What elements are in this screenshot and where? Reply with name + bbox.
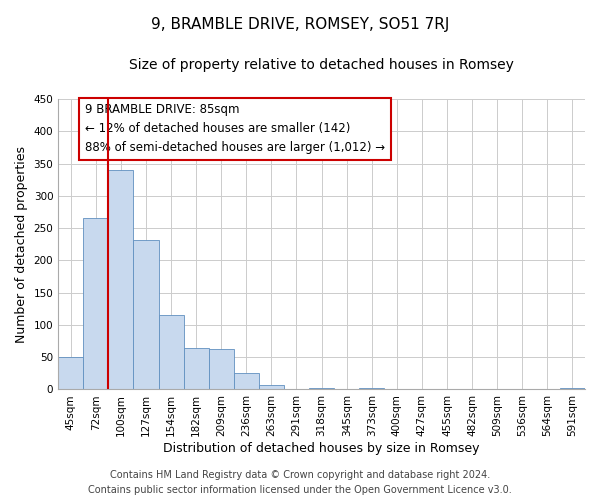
Bar: [109, 170, 133, 390]
Bar: [133, 240, 158, 390]
Bar: [184, 348, 209, 390]
Bar: [560, 388, 585, 390]
Bar: [234, 374, 259, 390]
Bar: [58, 357, 83, 390]
Bar: [209, 350, 234, 390]
Title: Size of property relative to detached houses in Romsey: Size of property relative to detached ho…: [129, 58, 514, 71]
Bar: [158, 314, 184, 390]
Text: Contains HM Land Registry data © Crown copyright and database right 2024.
Contai: Contains HM Land Registry data © Crown c…: [88, 470, 512, 495]
Bar: [359, 388, 385, 390]
Bar: [309, 388, 334, 390]
Text: 9, BRAMBLE DRIVE, ROMSEY, SO51 7RJ: 9, BRAMBLE DRIVE, ROMSEY, SO51 7RJ: [151, 18, 449, 32]
X-axis label: Distribution of detached houses by size in Romsey: Distribution of detached houses by size …: [163, 442, 480, 455]
Bar: [259, 385, 284, 390]
Bar: [83, 218, 109, 390]
Y-axis label: Number of detached properties: Number of detached properties: [15, 146, 28, 343]
Text: 9 BRAMBLE DRIVE: 85sqm
← 12% of detached houses are smaller (142)
88% of semi-de: 9 BRAMBLE DRIVE: 85sqm ← 12% of detached…: [85, 104, 385, 154]
